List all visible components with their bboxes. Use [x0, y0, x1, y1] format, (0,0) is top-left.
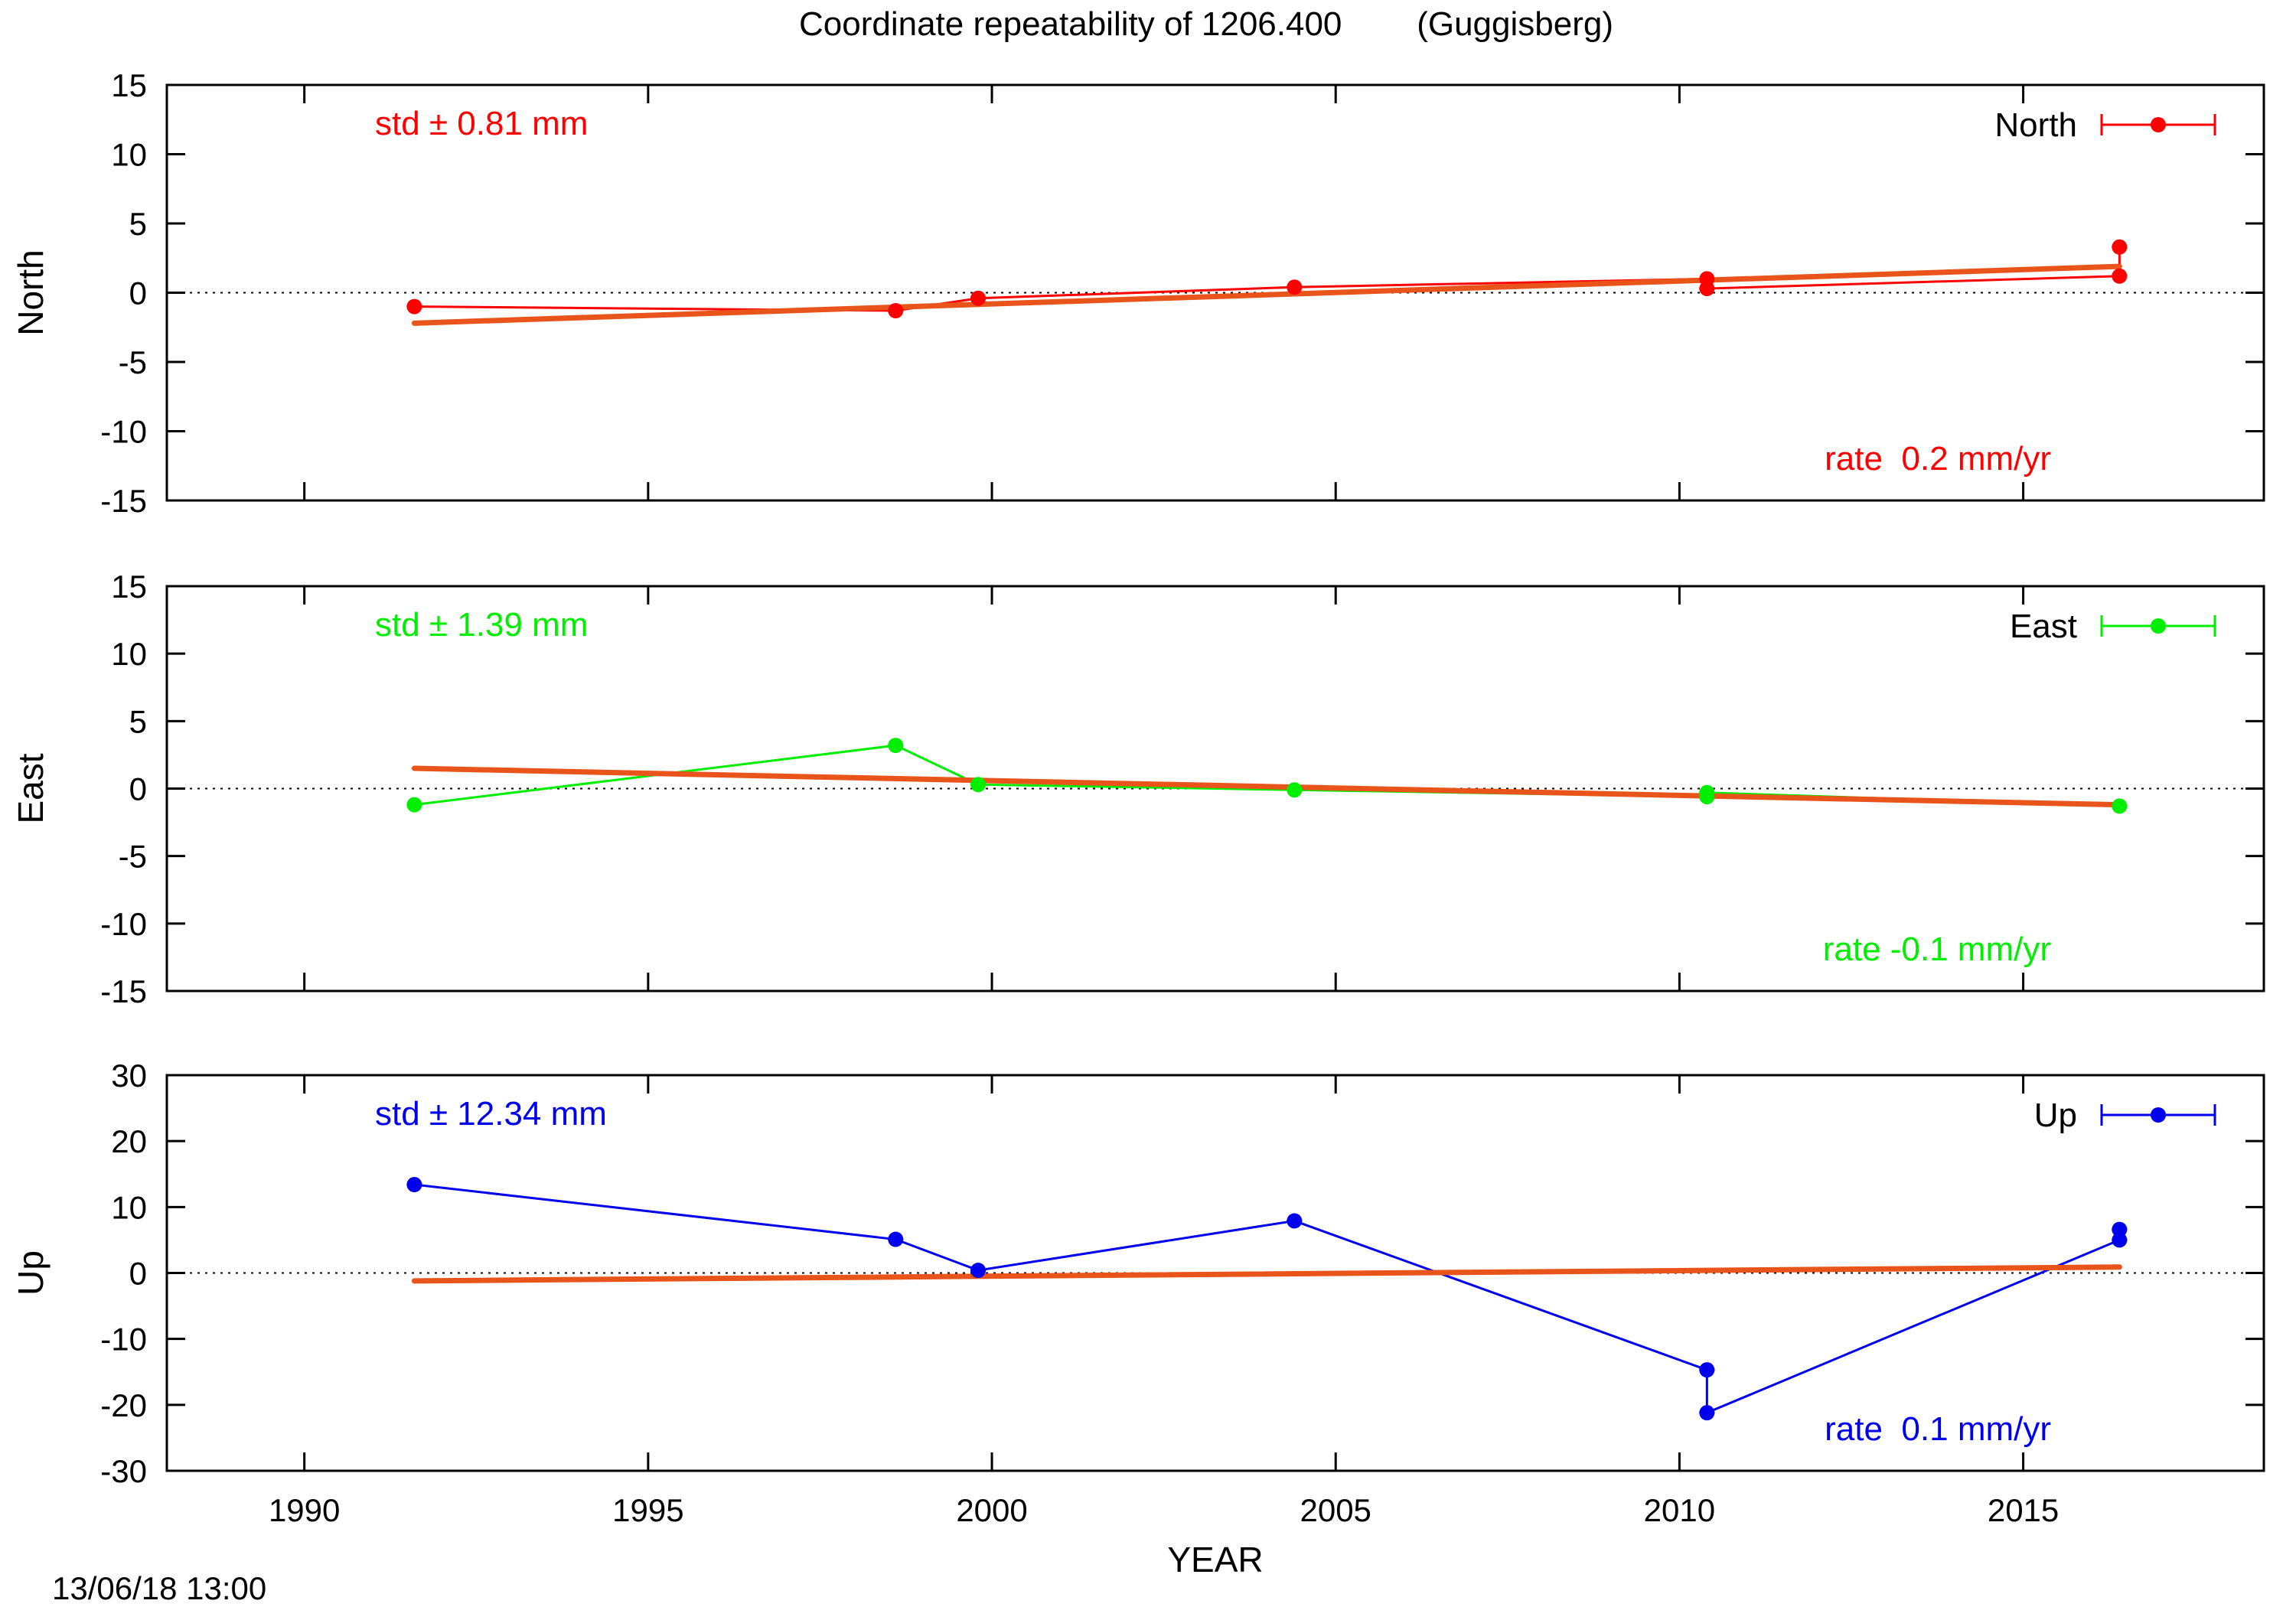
east-ytick-label: 0 — [129, 771, 147, 807]
east-ytick-label: 15 — [111, 569, 147, 605]
north-ytick-label: 5 — [129, 206, 147, 242]
up-rate-label: rate 0.1 mm/yr — [1825, 1410, 2051, 1448]
up-data-point — [888, 1231, 904, 1247]
north-ytick-label: -5 — [119, 344, 147, 380]
north-ytick-label: 10 — [111, 137, 147, 173]
north-panel: -15 -10 -5 0 5 10 15 North std ± 0.81 mm rate 0.2… — [11, 67, 2265, 519]
x-axis-label: YEAR — [1167, 1540, 1263, 1579]
north-ytick-label: 15 — [111, 67, 147, 103]
up-series-line — [414, 1183, 2121, 1415]
north-trend-line — [411, 263, 2122, 326]
up-ytick-label: -30 — [100, 1453, 147, 1489]
xtick-label: 2005 — [1300, 1492, 1371, 1528]
north-data-point — [1287, 279, 1303, 295]
north-rate-label: rate 0.2 mm/yr — [1825, 440, 2051, 478]
east-data-point — [1699, 784, 1715, 800]
north-data-point — [406, 298, 422, 315]
east-ylabel: East — [11, 753, 51, 823]
north-legend-marker — [2151, 117, 2166, 132]
up-data-point — [2112, 1232, 2128, 1248]
east-trend-line — [411, 765, 2122, 808]
up-data-point — [1287, 1213, 1303, 1229]
up-trend-line — [411, 1264, 2122, 1284]
up-ytick-label: 10 — [111, 1189, 147, 1225]
up-data-point — [1699, 1405, 1715, 1421]
xtick-label: 2010 — [1644, 1492, 1715, 1528]
east-data-point — [2112, 798, 2128, 814]
north-ytick-label: -15 — [100, 483, 147, 519]
north-data-point — [888, 303, 904, 319]
east-rate-label: rate -0.1 mm/yr — [1823, 931, 2051, 968]
east-data-point — [1287, 782, 1303, 798]
panels: -15 -10 -5 0 5 10 15 North std ± 0.81 mm rate 0.2… — [11, 67, 2265, 1489]
north-data-point — [970, 290, 987, 306]
east-data-point — [970, 777, 987, 793]
up-ylabel: Up — [11, 1250, 51, 1296]
east-ytick-label: -15 — [100, 973, 147, 1009]
up-data-point — [970, 1263, 987, 1279]
up-ytick-label: 30 — [111, 1058, 147, 1094]
east-legend-label: East — [2010, 608, 2077, 645]
north-data-point — [2112, 268, 2128, 284]
up-std-label: std ± 12.34 mm — [375, 1095, 607, 1133]
east-ytick-label: 5 — [129, 703, 147, 739]
xtick-label: 1990 — [269, 1492, 340, 1528]
north-std-label: std ± 0.81 mm — [375, 105, 588, 142]
xtick-label: 2015 — [1988, 1492, 2059, 1528]
north-ylabel: North — [11, 249, 51, 335]
east-ytick-label: -5 — [119, 839, 147, 875]
up-panel: -30 -20 -10 0 10 20 30 Up std ± 12.34 mm rate 0.1… — [11, 1058, 2265, 1489]
x-axis: 1990 1995 2000 2005 2010 2015 — [269, 1492, 2059, 1528]
up-data-point — [1699, 1362, 1715, 1378]
up-data-point — [2112, 1221, 2128, 1237]
north-legend-label: North — [1994, 106, 2077, 144]
east-ytick-label: -10 — [100, 906, 147, 942]
up-data-point — [406, 1177, 422, 1193]
up-ytick-label: 20 — [111, 1123, 147, 1159]
east-data-point — [406, 797, 422, 813]
chart-title: Coordinate repeatability of 1206.400 (Gu… — [799, 5, 1613, 43]
east-panel: -15 -10 -5 0 5 10 15 East std ± 1.39 mm rate -0.1… — [11, 569, 2265, 1009]
north-series-line — [414, 246, 2121, 312]
north-ytick-label: -10 — [100, 414, 147, 450]
east-ytick-label: 10 — [111, 636, 147, 672]
east-std-label: std ± 1.39 mm — [375, 606, 588, 644]
north-data-point — [1699, 281, 1715, 297]
east-legend-marker — [2151, 618, 2166, 634]
north-data-point — [2112, 239, 2128, 255]
xtick-label: 2000 — [956, 1492, 1027, 1528]
up-legend-label: Up — [2034, 1097, 2077, 1134]
up-ytick-label: -10 — [100, 1322, 147, 1358]
east-data-point — [888, 738, 904, 754]
timestamp: 13/06/18 13:00 — [52, 1570, 266, 1606]
up-ytick-label: -20 — [100, 1387, 147, 1423]
up-ytick-label: 0 — [129, 1256, 147, 1292]
up-legend-marker — [2151, 1107, 2166, 1123]
north-ytick-label: 0 — [129, 275, 147, 311]
xtick-label: 1995 — [612, 1492, 683, 1528]
